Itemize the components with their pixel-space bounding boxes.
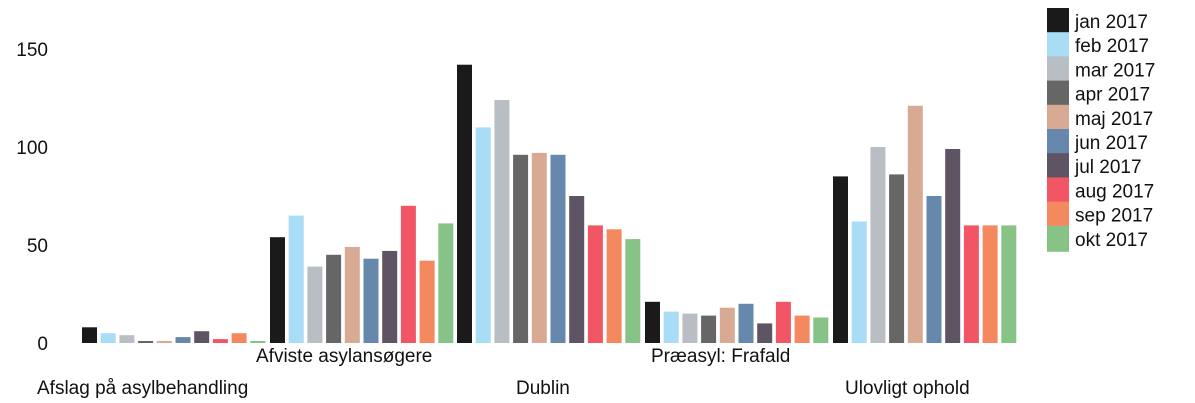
bar	[119, 335, 134, 343]
bar	[813, 318, 828, 344]
legend-label: maj 2017	[1075, 109, 1153, 130]
legend-swatch	[1047, 202, 1069, 228]
category-label: Afviste asylansøgere	[256, 346, 432, 367]
bar	[720, 308, 735, 343]
legend-swatch	[1047, 226, 1069, 252]
bar	[927, 196, 942, 343]
bar	[739, 304, 754, 343]
bar	[588, 225, 603, 343]
bar	[833, 176, 848, 343]
bar	[232, 333, 247, 343]
bar	[551, 155, 566, 343]
bar	[382, 251, 397, 343]
legend-swatch	[1047, 177, 1069, 203]
bar	[645, 302, 660, 343]
bar	[701, 316, 716, 343]
category-label: Præasyl: Frafald	[651, 346, 790, 367]
bar	[401, 206, 416, 343]
category-label: Ulovligt ophold	[845, 378, 970, 399]
y-tick-label: 100	[16, 138, 48, 159]
legend-label: jun 2017	[1074, 133, 1148, 154]
bar	[420, 261, 435, 343]
bar	[795, 316, 810, 343]
y-tick-label: 150	[16, 40, 48, 61]
bar	[945, 149, 960, 343]
bar	[870, 147, 885, 343]
bar	[194, 331, 209, 343]
bar	[983, 225, 998, 343]
legend-swatch	[1047, 105, 1069, 131]
bar	[157, 341, 172, 343]
bar	[532, 153, 547, 343]
legend-swatch	[1047, 8, 1069, 34]
bar	[625, 239, 640, 343]
bar	[513, 155, 528, 343]
bar	[476, 127, 491, 343]
legend-label: aug 2017	[1075, 181, 1154, 202]
legend-swatch	[1047, 153, 1069, 179]
bar	[82, 327, 97, 343]
category-label: Dublin	[516, 378, 570, 399]
bar	[250, 341, 265, 343]
legend-label: feb 2017	[1075, 36, 1149, 57]
bar	[438, 223, 453, 343]
legend-label: apr 2017	[1075, 85, 1150, 106]
bar	[176, 337, 191, 343]
bar	[852, 222, 867, 344]
bar	[682, 314, 697, 343]
bar	[494, 100, 509, 343]
bar	[757, 323, 772, 343]
legend: jan 2017 feb 2017 mar 2017 apr 2017 maj 2017…	[1047, 8, 1155, 252]
bar	[345, 247, 360, 343]
legend-label: jul 2017	[1074, 157, 1142, 178]
legend-swatch	[1047, 56, 1069, 82]
bar	[664, 312, 679, 343]
bar	[964, 225, 979, 343]
legend-label: okt 2017	[1075, 230, 1148, 251]
y-axis-ticks: 0 50 100 150	[16, 40, 48, 355]
legend-swatch	[1047, 129, 1069, 155]
bar	[307, 267, 322, 343]
legend-label: mar 2017	[1075, 60, 1155, 81]
bar	[889, 174, 904, 343]
bar	[1001, 225, 1016, 343]
category-label: Afslag på asylbehandling	[37, 378, 248, 399]
legend-swatch	[1047, 32, 1069, 58]
legend-label: sep 2017	[1075, 206, 1153, 227]
bar	[607, 229, 622, 343]
bar	[270, 237, 285, 343]
y-tick-label: 0	[37, 334, 48, 355]
category-labels: Afslag på asylbehandling Afviste asylansø…	[37, 346, 970, 399]
bar	[908, 106, 923, 343]
bar	[457, 65, 472, 343]
bar	[364, 259, 379, 343]
legend-label: jan 2017	[1074, 12, 1148, 33]
bars	[82, 65, 1016, 343]
bar	[213, 339, 228, 343]
bar	[138, 341, 153, 343]
legend-swatch	[1047, 81, 1069, 107]
bar	[289, 216, 304, 343]
bar	[101, 333, 116, 343]
bar	[776, 302, 791, 343]
y-tick-label: 50	[27, 236, 48, 257]
bar	[569, 196, 584, 343]
bar	[326, 255, 341, 343]
